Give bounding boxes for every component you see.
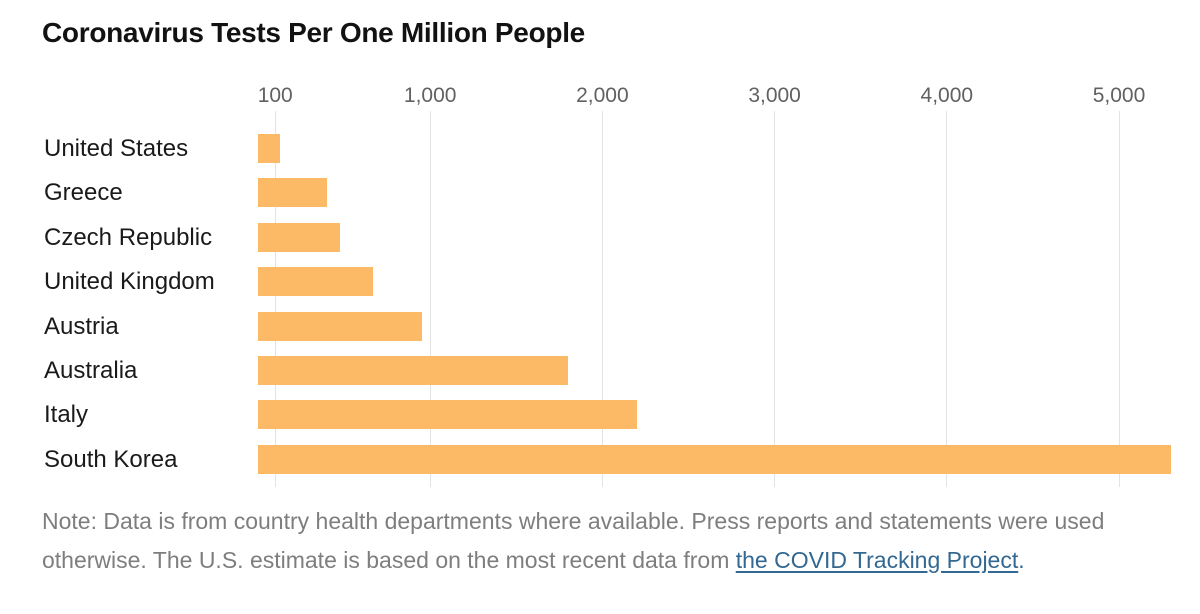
x-tick-label: 3,000 (748, 84, 801, 107)
x-tick-label: 2,000 (576, 84, 629, 107)
chart-title: Coronavirus Tests Per One Million People (42, 17, 585, 48)
x-tick-label: 1,000 (403, 84, 457, 107)
note-period: . (1018, 547, 1025, 573)
bar (258, 400, 637, 430)
bar (258, 444, 1171, 474)
bar (258, 356, 568, 385)
country-label: Greece (44, 179, 123, 207)
country-label: United Kingdom (44, 268, 215, 296)
gridline (1118, 111, 1120, 487)
gridline (601, 111, 603, 487)
country-label: Italy (44, 401, 89, 429)
note-line-1: Note: Data is from country health depart… (42, 508, 1105, 534)
gridline (429, 111, 431, 487)
bar (258, 311, 422, 341)
note-line-2: otherwise. The U.S. estimate is based on… (42, 541, 1182, 580)
source-note: Note: Data is from country health depart… (42, 502, 1182, 580)
x-tick-label: 4,000 (920, 84, 974, 107)
country-label: Austria (44, 312, 119, 340)
bar (258, 267, 373, 297)
x-tick-label: 5,000 (1092, 84, 1146, 107)
covid-tracking-project-link[interactable]: the COVID Tracking Project (735, 547, 1019, 573)
country-label: Czech Republic (44, 223, 213, 251)
x-tick-label: 100 (257, 84, 293, 107)
bar (258, 134, 280, 163)
country-label: South Korea (44, 445, 178, 473)
gridline (274, 111, 276, 487)
gridline (946, 111, 948, 487)
gridline (774, 111, 776, 487)
note-text: otherwise. The U.S. estimate is based on… (42, 547, 736, 573)
bar (258, 222, 340, 252)
country-label: United States (44, 135, 189, 162)
country-label: Australia (44, 357, 138, 384)
bar (258, 178, 327, 208)
